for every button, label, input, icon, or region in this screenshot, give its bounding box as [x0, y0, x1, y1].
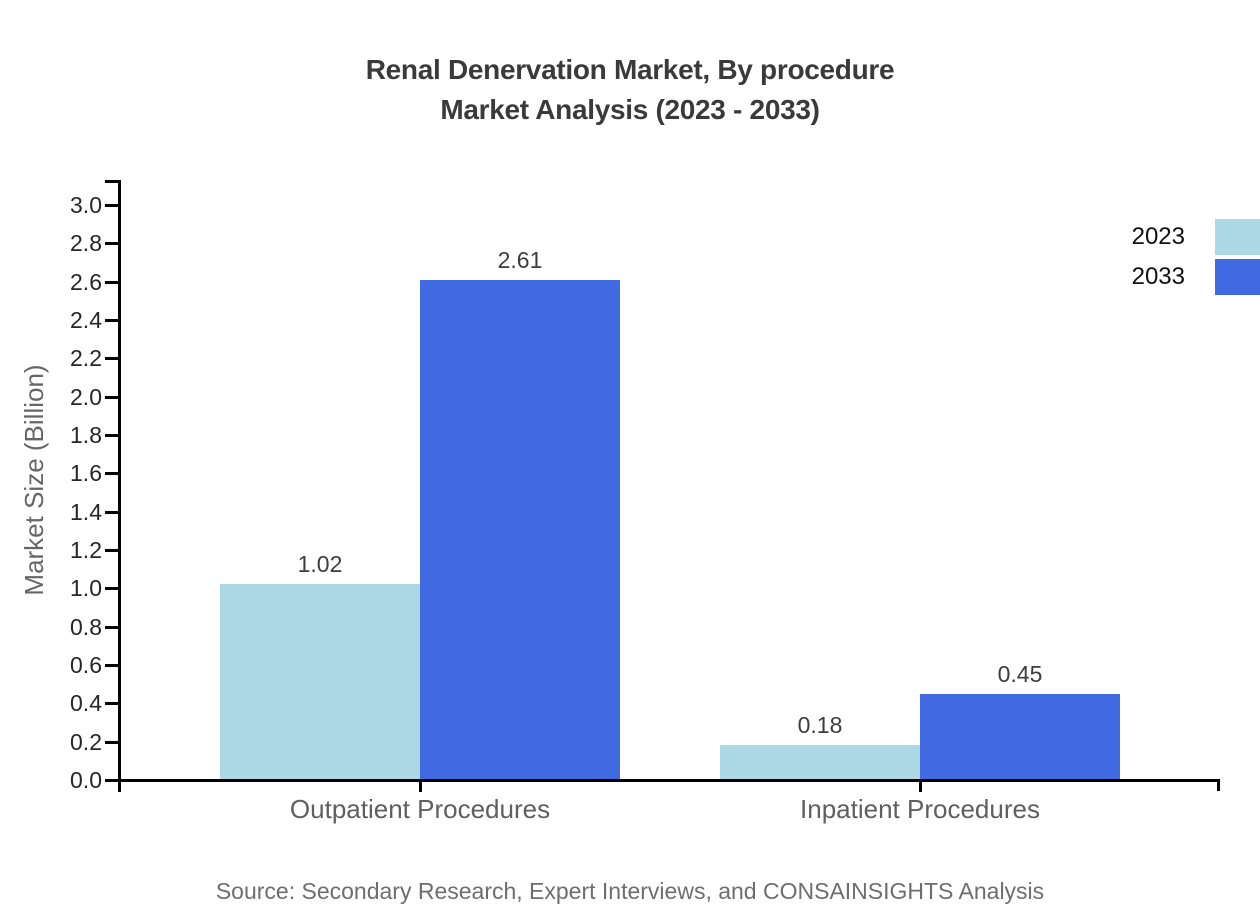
y-tick-label-3.0: 3.0: [70, 191, 102, 218]
x-axis-spine: [105, 779, 1220, 782]
legend-label-2023: 2023: [1131, 223, 1185, 250]
y-axis-top-cap: [105, 180, 118, 183]
y-tick-label-1.4: 1.4: [70, 498, 102, 525]
y-tick-1.0: [105, 587, 118, 591]
y-tick-label-0.0: 0.0: [70, 767, 102, 793]
chart-title: Renal Denervation Market, By procedure M…: [0, 50, 1260, 130]
y-tick-2.2: [105, 357, 118, 361]
y-tick-2.6: [105, 280, 118, 284]
category-label-outpatient-procedures: Outpatient Procedures: [289, 794, 551, 824]
legend-swatch-2023: [1215, 219, 1260, 255]
value-label-2023-inpatient-procedures: 0.18: [797, 712, 843, 738]
y-tick-1.6: [105, 472, 118, 476]
y-tick-0.4: [105, 702, 118, 706]
y-tick-1.8: [105, 433, 118, 437]
y-tick-2.4: [105, 318, 118, 322]
y-tick-label-2.8: 2.8: [70, 230, 102, 257]
value-label-2033-outpatient-procedures: 2.61: [497, 247, 543, 273]
y-tick-label-1.6: 1.6: [70, 460, 102, 487]
y-tick-label-1.2: 1.2: [70, 536, 102, 563]
y-tick-0.6: [105, 663, 118, 667]
y-tick-1.2: [105, 548, 118, 552]
y-tick-0.2: [105, 740, 118, 744]
legend-item-2023: 2023: [1040, 217, 1260, 257]
chart-title-line1: Renal Denervation Market, By procedure: [365, 54, 895, 85]
x-tick-inpatient-procedures: [919, 780, 922, 792]
bar-2023-outpatient-procedures: [220, 584, 420, 780]
legend: 2023 2033: [1040, 217, 1260, 297]
y-tick-2.0: [105, 395, 118, 399]
chart-title-line2: Market Analysis (2023 - 2033): [440, 94, 820, 125]
legend-swatch-2033: [1215, 259, 1260, 295]
y-tick-label-2.0: 2.0: [70, 383, 102, 410]
y-tick-0.0: [105, 779, 118, 782]
legend-label-2033: 2033: [1131, 263, 1185, 290]
bar-2023-inpatient-procedures: [720, 745, 920, 780]
y-tick-label-0.6: 0.6: [70, 651, 102, 678]
x-tick-outpatient-procedures: [419, 780, 422, 792]
legend-item-2033: 2033: [1040, 257, 1260, 297]
source-note: Source: Secondary Research, Expert Inter…: [215, 878, 1045, 904]
y-tick-label-0.4: 0.4: [70, 690, 102, 717]
bar-2033-inpatient-procedures: [920, 694, 1120, 780]
value-label-2033-inpatient-procedures: 0.45: [997, 661, 1043, 687]
y-tick-label-2.2: 2.2: [70, 345, 102, 372]
value-label-2023-outpatient-procedures: 1.02: [297, 551, 343, 577]
y-tick-label-0.2: 0.2: [70, 728, 102, 755]
category-label-inpatient-procedures: Inpatient Procedures: [800, 794, 1040, 824]
bar-2033-outpatient-procedures: [420, 280, 620, 780]
y-tick-label-2.4: 2.4: [70, 306, 102, 333]
y-tick-label-0.8: 0.8: [70, 613, 102, 640]
y-tick-1.4: [105, 510, 118, 514]
y-tick-label-2.6: 2.6: [70, 268, 102, 295]
y-tick-0.8: [105, 625, 118, 629]
y-tick-3.0: [105, 203, 118, 207]
y-tick-label-1.8: 1.8: [70, 421, 102, 448]
y-tick-label-1.0: 1.0: [70, 575, 102, 602]
y-tick-2.8: [105, 242, 118, 246]
y-axis-spine: [118, 180, 121, 792]
x-axis-end-cap: [1217, 779, 1220, 791]
